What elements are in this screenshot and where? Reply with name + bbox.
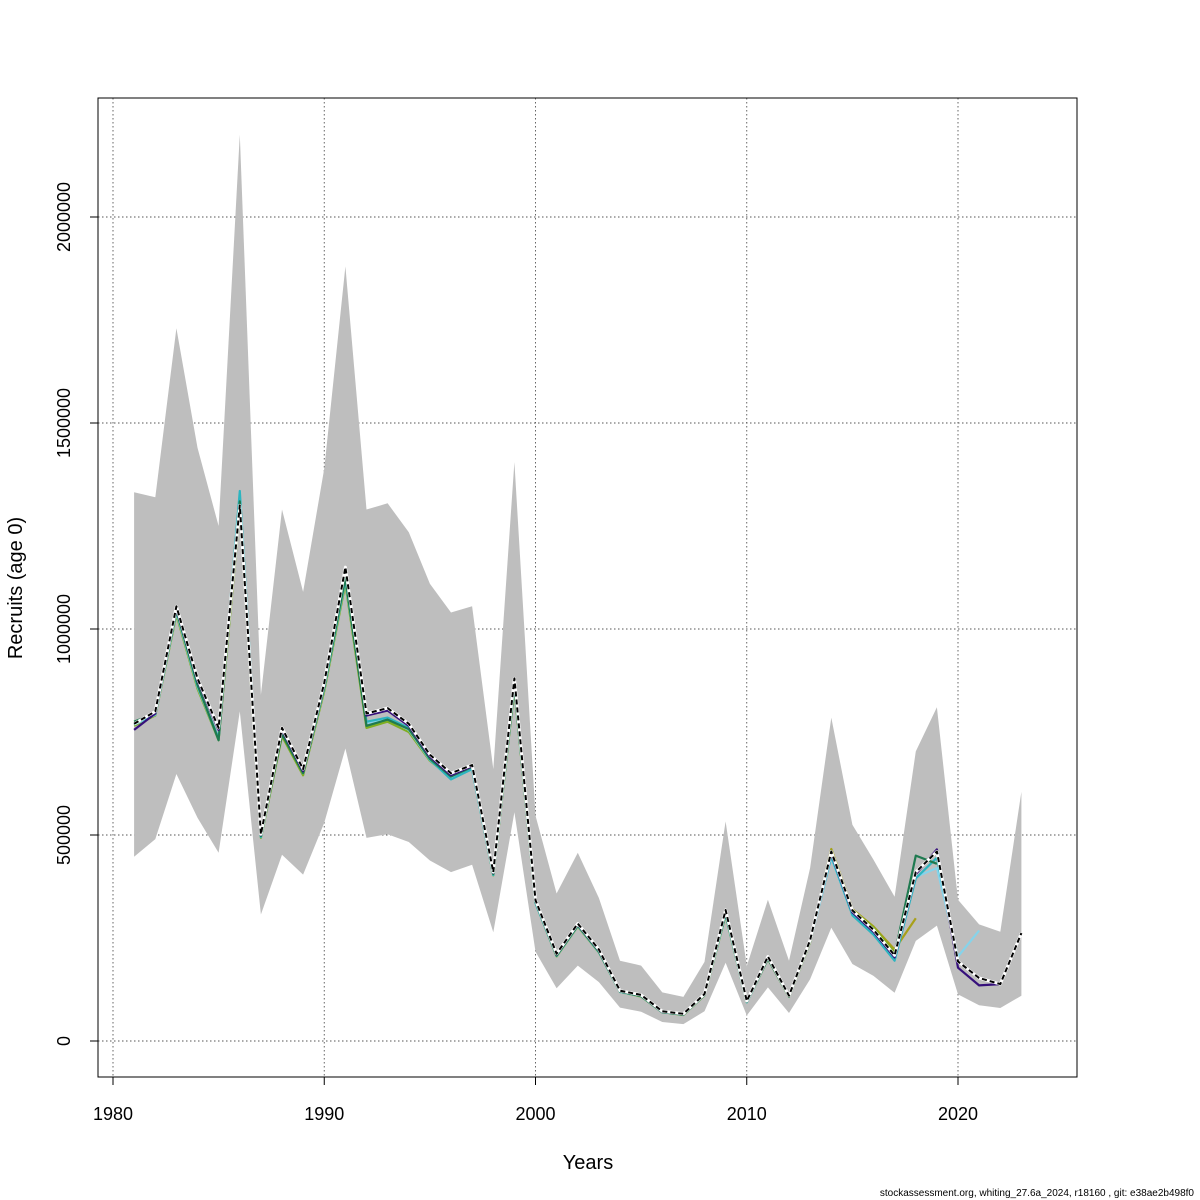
series-layer [133,489,1023,1017]
y-axis-title: Recruits (age 0) [5,517,27,659]
x-tick-label: 1990 [304,1104,344,1124]
x-tick-label: 2020 [938,1104,978,1124]
x-tick-label: 2000 [515,1104,555,1124]
y-tick-label: 1500000 [54,388,74,458]
confidence-band-layer [134,134,1022,1025]
y-tick-label: 1000000 [54,594,74,664]
y-tick-label: 0 [54,1036,74,1046]
x-axis-title: Years [563,1152,613,1174]
y-axis: 0 500000 1000000 1500000 2000000 [54,182,99,1046]
series-line-base [133,504,1023,1015]
footnote: stockassessment.org, whiting_27.6a_2024,… [880,1188,1195,1199]
x-tick-label: 2010 [727,1104,767,1124]
y-tick-label: 500000 [54,805,74,865]
x-axis: 1980 1990 2000 2010 2020 [93,1076,978,1124]
confidence-band [134,134,1022,1025]
x-tick-label: 1980 [93,1104,133,1124]
y-tick-label: 2000000 [54,182,74,252]
